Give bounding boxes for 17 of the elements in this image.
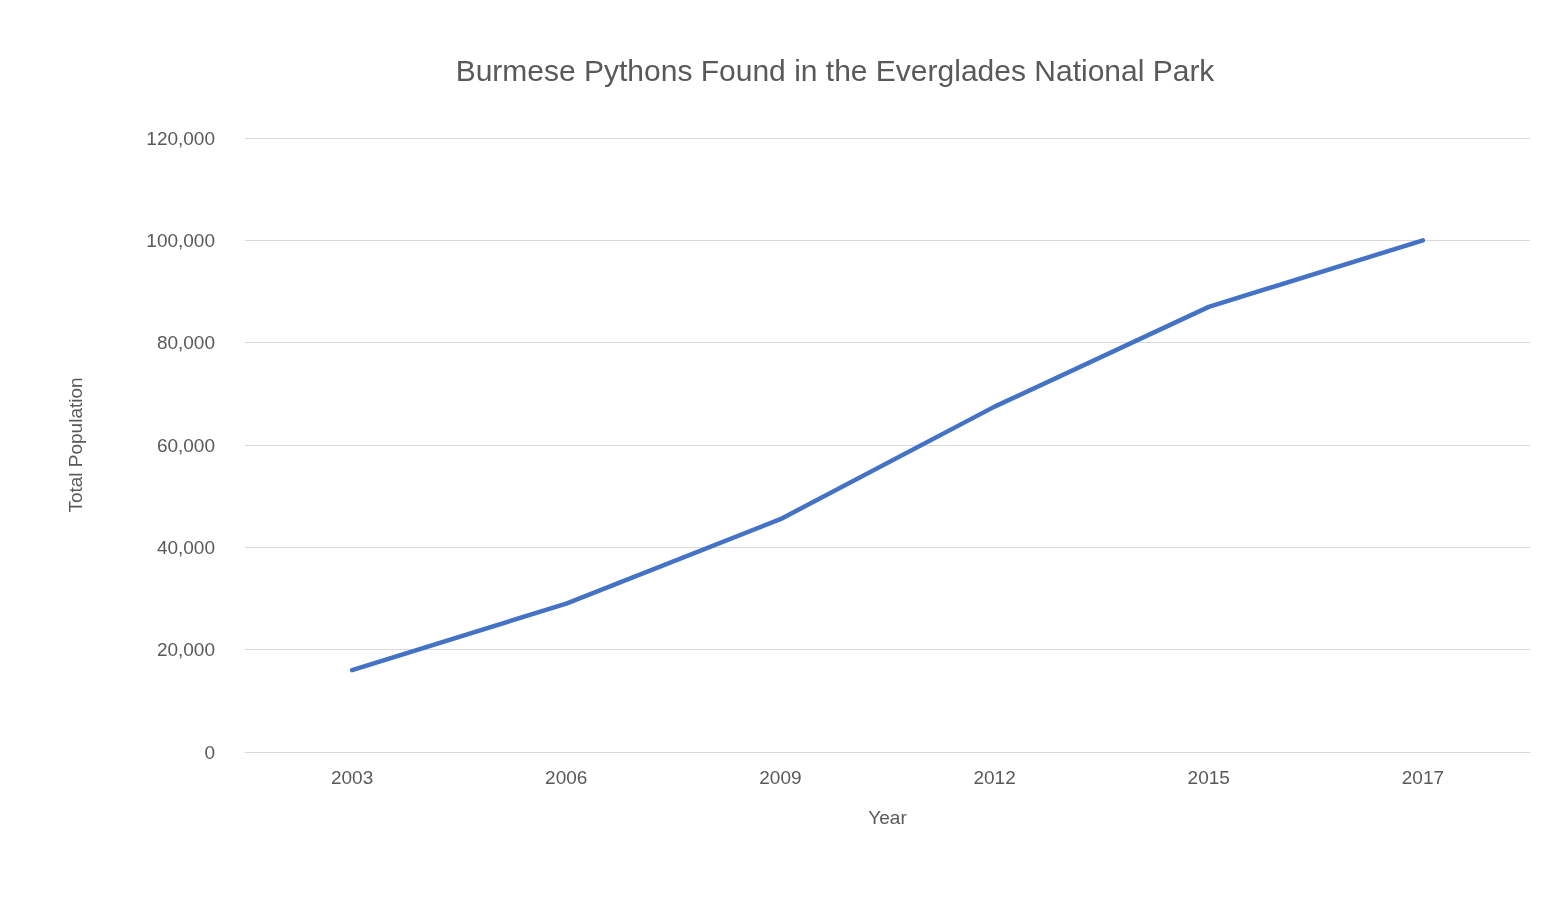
chart-title: Burmese Pythons Found in the Everglades National Park xyxy=(455,53,1216,87)
y-tick-label: 60,000 xyxy=(156,434,215,456)
x-tick-label: 2003 xyxy=(330,767,374,788)
y-tick-label: 80,000 xyxy=(156,332,215,354)
x-tick-label: 2006 xyxy=(545,767,588,788)
x-tick-label: 2015 xyxy=(1187,767,1230,788)
y-tick-label: 100,000 xyxy=(146,229,215,251)
x-axis-title: Year xyxy=(868,807,908,828)
line-series xyxy=(349,238,1426,673)
y-tick-label: 40,000 xyxy=(156,536,215,558)
y-tick-label: 120,000 xyxy=(146,127,215,149)
x-tick-label: 2017 xyxy=(1401,767,1445,788)
y-tick-label: 20,000 xyxy=(156,639,215,661)
y-axis-title: Total Population xyxy=(65,377,86,513)
y-tick-label: 0 xyxy=(204,741,215,763)
x-tick-label: 2009 xyxy=(759,767,802,788)
x-tick-label: 2012 xyxy=(973,767,1016,788)
